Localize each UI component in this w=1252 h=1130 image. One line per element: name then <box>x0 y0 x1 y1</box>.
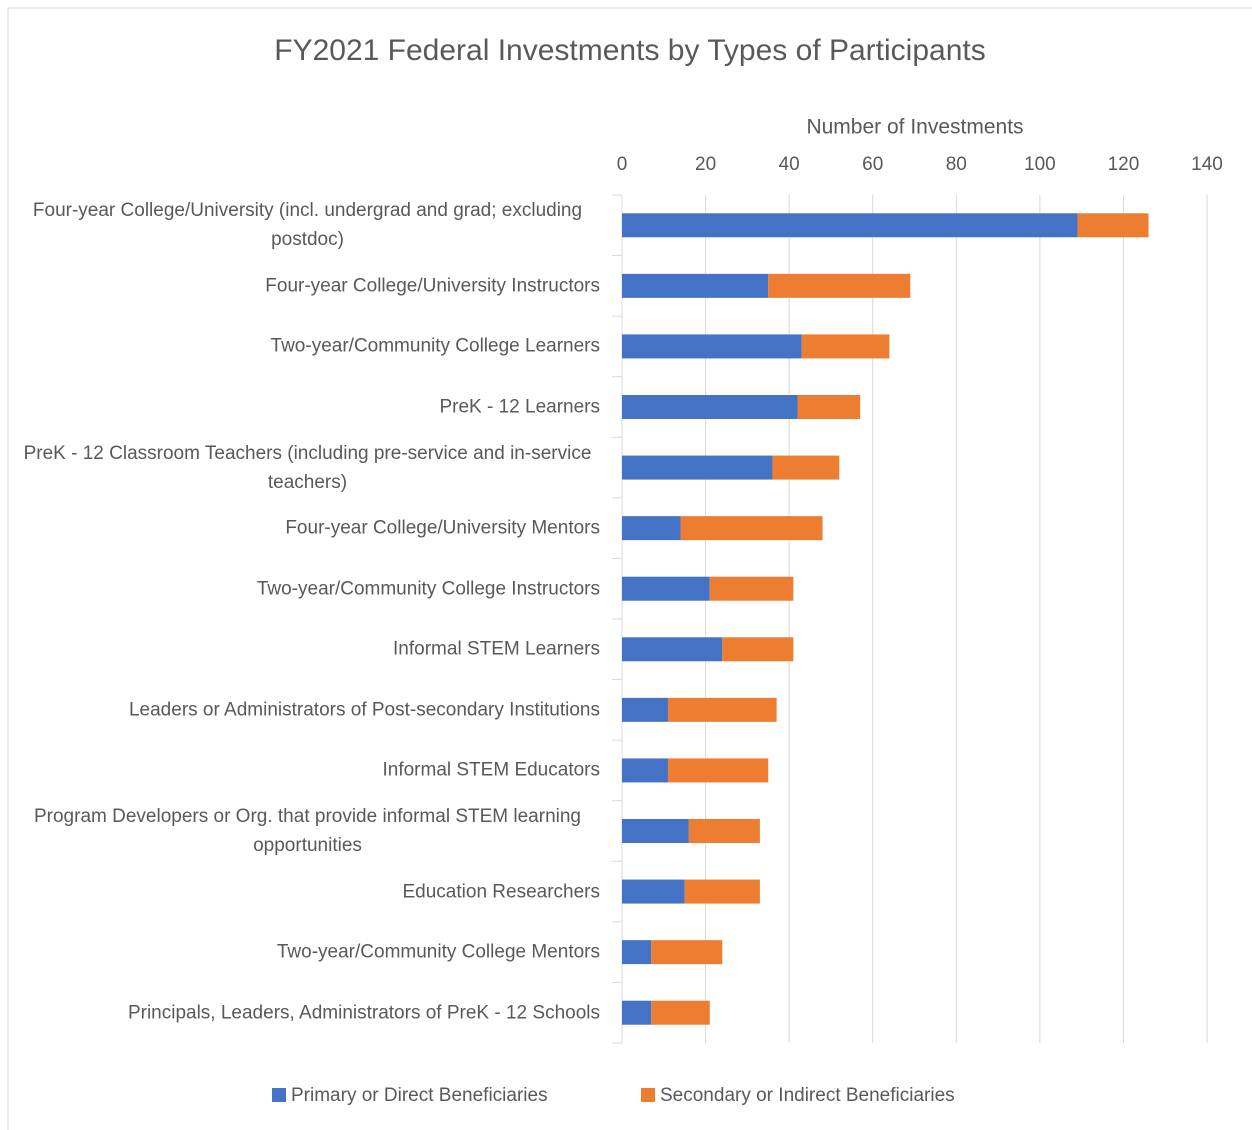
bar-segment <box>622 1000 652 1025</box>
chart-title: FY2021 Federal Investments by Types of P… <box>274 34 985 67</box>
x-tick-label: 60 <box>862 154 883 175</box>
bar-segment <box>801 334 890 359</box>
legend-label: Primary or Direct Beneficiaries <box>291 1085 548 1106</box>
bar-segment <box>688 819 760 843</box>
bar-segment <box>622 334 802 359</box>
legend-swatch <box>272 1088 286 1102</box>
y-tick-label: Two-year/Community College Mentors <box>276 941 600 963</box>
bar-segment <box>622 273 769 298</box>
x-axis-title: Number of Investments <box>806 116 1023 139</box>
chart-border <box>7 7 1252 1130</box>
bar-segment <box>667 697 777 722</box>
bar-segment <box>684 879 760 904</box>
y-tick-label: Leaders or Administrators of Post-second… <box>128 699 600 721</box>
bar-segment <box>667 758 769 783</box>
x-tick-label: 0 <box>617 154 628 175</box>
bar-segment <box>651 940 723 965</box>
bar-segment <box>680 516 823 541</box>
y-tick-label: Informal STEM Learners <box>393 638 600 660</box>
bar-segment <box>797 395 861 419</box>
bar-segment <box>622 879 685 904</box>
bar-segment <box>622 213 1078 238</box>
bar-segment <box>622 758 668 783</box>
y-tick-label: Four-year College/University (incl. unde… <box>32 200 583 251</box>
bar-segment <box>622 637 723 662</box>
bar-segment <box>768 273 911 298</box>
bar-segment <box>622 395 798 419</box>
legend-swatch <box>641 1088 655 1102</box>
y-tick-label: Principals, Leaders, Administrators of P… <box>127 1002 600 1024</box>
bar-segment <box>651 1000 710 1025</box>
bar-segment <box>772 455 840 480</box>
x-tick-label: 100 <box>1024 154 1056 175</box>
bar-segment <box>1077 213 1149 238</box>
x-tick-label: 40 <box>779 154 800 175</box>
x-tick-label: 120 <box>1108 154 1140 175</box>
y-tick-label: Education Researchers <box>402 881 601 903</box>
bar-segment <box>622 819 689 843</box>
x-tick-label: 80 <box>946 154 967 175</box>
bar-segment <box>622 516 681 541</box>
legend-label: Secondary or Indirect Beneficiaries <box>660 1085 955 1106</box>
bar-segment <box>622 576 710 601</box>
y-tick-label: Program Developers or Org. that provide … <box>33 806 581 856</box>
bar-segment <box>709 576 794 601</box>
y-tick-label: Four-year College/University Instructors <box>265 275 600 297</box>
y-tick-label: Two-year/Community College Instructors <box>256 578 600 600</box>
bar-segment <box>722 637 794 662</box>
y-tick-label: Two-year/Community College Learners <box>270 335 600 357</box>
y-tick-label: Four-year College/University Mentors <box>285 517 600 539</box>
y-tick-label: PreK - 12 Classroom Teachers (including … <box>23 442 592 493</box>
bar-segment <box>622 697 668 722</box>
y-tick-label: Informal STEM Educators <box>382 759 600 781</box>
bar-segment <box>622 455 773 480</box>
x-tick-label: 140 <box>1191 154 1223 175</box>
bar-segment <box>622 940 652 965</box>
x-tick-label: 20 <box>695 154 716 175</box>
y-tick-label: PreK - 12 Learners <box>439 396 600 418</box>
